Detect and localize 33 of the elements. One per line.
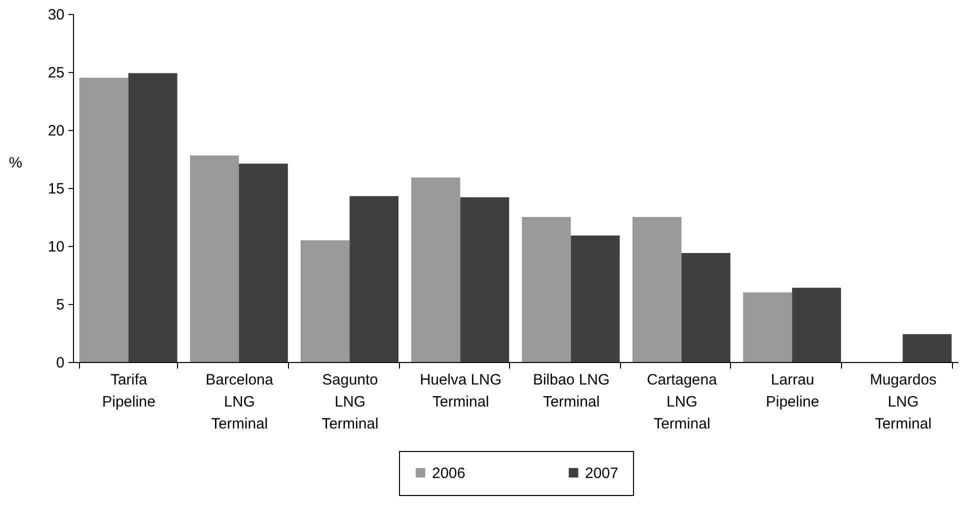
bar: [79, 78, 128, 362]
x-tick-label: Barcelona LNG Terminal: [206, 372, 274, 432]
x-tick-label: Sagunto LNG Terminal: [322, 372, 378, 432]
y-tick-label: 15: [48, 180, 64, 198]
bar: [300, 240, 350, 362]
bar: [792, 288, 842, 362]
bar: [350, 196, 399, 362]
bar: [190, 156, 239, 362]
bar: [681, 252, 730, 362]
bar: [632, 217, 682, 362]
bar: [522, 217, 571, 362]
y-tick-label: 25: [48, 64, 64, 82]
y-axis-title: %: [8, 154, 22, 172]
x-tick-label: Bilbao LNG Terminal: [532, 372, 610, 410]
x-tick-label: Larrau Pipeline: [766, 372, 820, 410]
x-tick-label: Mugardos LNG Terminal: [870, 372, 937, 432]
bar: [570, 236, 620, 362]
legend-label: 2006: [432, 464, 466, 482]
x-tick-label: Cartagena LNG Terminal: [646, 372, 718, 432]
bar: [460, 197, 510, 362]
y-tick-label: 30: [48, 6, 64, 24]
y-tick-label: 5: [56, 296, 64, 314]
bar: [238, 164, 288, 362]
x-tick-label: Tarifa Pipeline: [102, 372, 156, 410]
y-tick-label: 10: [48, 238, 64, 256]
bar: [128, 73, 178, 362]
legend-label: 2007: [585, 464, 618, 482]
bar: [411, 178, 460, 362]
y-tick-label: 20: [48, 122, 64, 140]
x-tick-label: Huelva LNG Terminal: [420, 372, 502, 410]
bar: [743, 292, 792, 362]
y-tick-label: 0: [56, 354, 64, 372]
bar: [902, 334, 952, 362]
